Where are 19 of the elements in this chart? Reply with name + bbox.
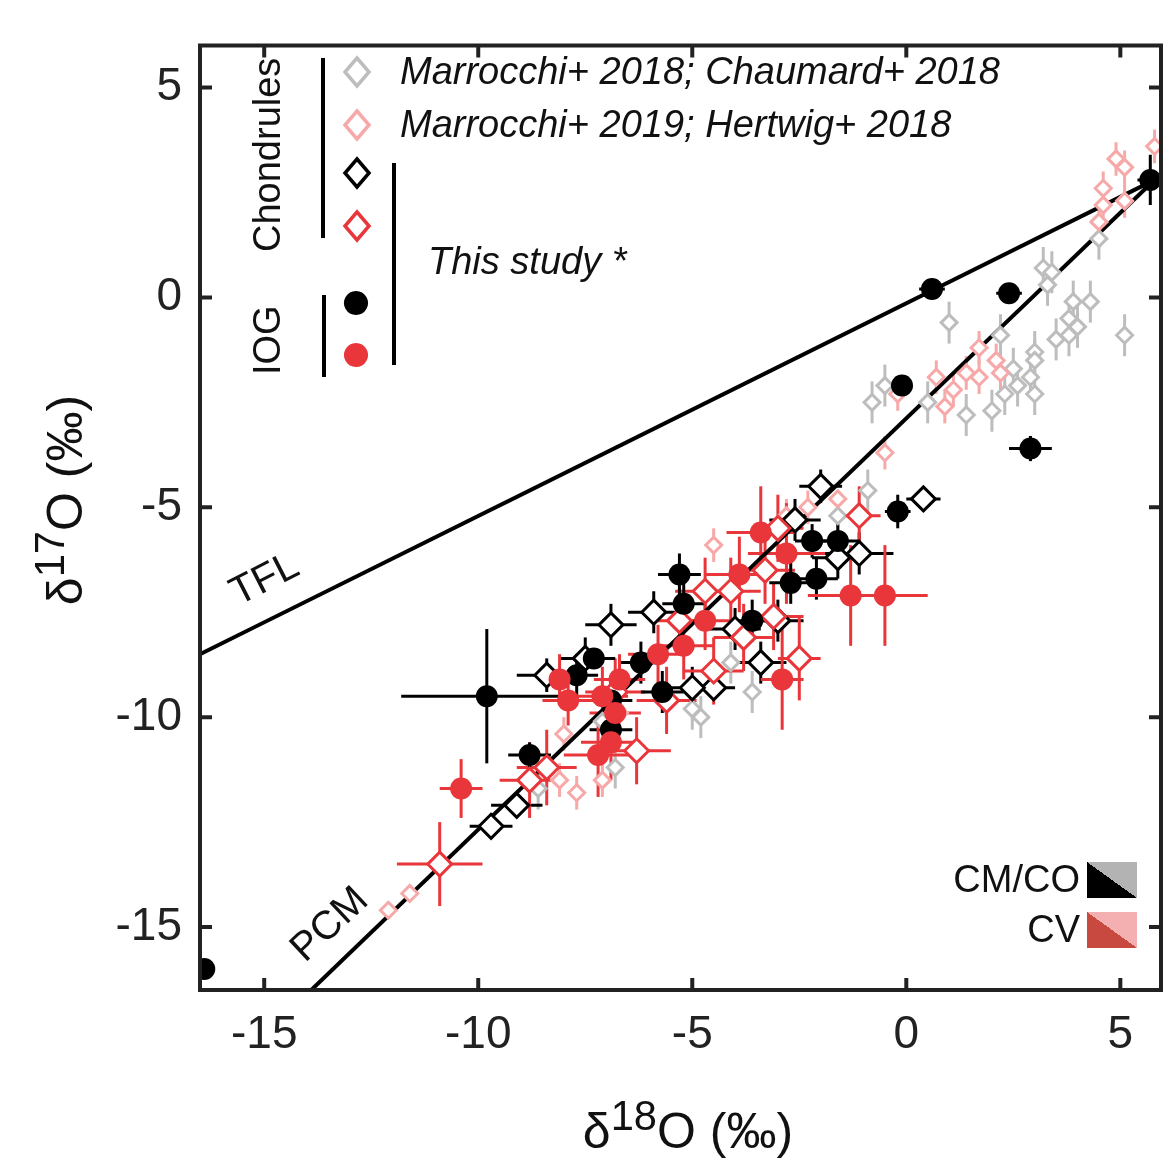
- y-tick-label: -5: [141, 477, 182, 530]
- legend-label: Marrocchi+ 2019; Hertwig+ 2018: [400, 103, 952, 146]
- y-tick-label: 0: [156, 268, 182, 321]
- x-axis-title: δ$^{18}$O (‰): [581, 1092, 795, 1160]
- annotation: CV: [1027, 908, 1080, 951]
- annotation: IOG: [246, 305, 289, 375]
- y-tick-label: -15: [115, 897, 182, 950]
- annotation: This study *: [428, 240, 627, 283]
- annotation: Chondrules: [246, 57, 289, 252]
- x-tick-label: -10: [445, 1006, 512, 1059]
- annotation: CM/CO: [953, 858, 1080, 901]
- y-tick-label: 5: [156, 58, 182, 111]
- y-tick-label: -10: [115, 687, 182, 740]
- x-tick-label: 5: [1107, 1006, 1134, 1059]
- x-tick-label: 0: [893, 1006, 920, 1059]
- legend-label: Marrocchi+ 2018; Chaumard+ 2018: [400, 50, 1000, 93]
- annotation: TFL: [221, 541, 306, 614]
- x-tick-label: -5: [671, 1006, 713, 1059]
- x-tick-label: -15: [230, 1006, 298, 1059]
